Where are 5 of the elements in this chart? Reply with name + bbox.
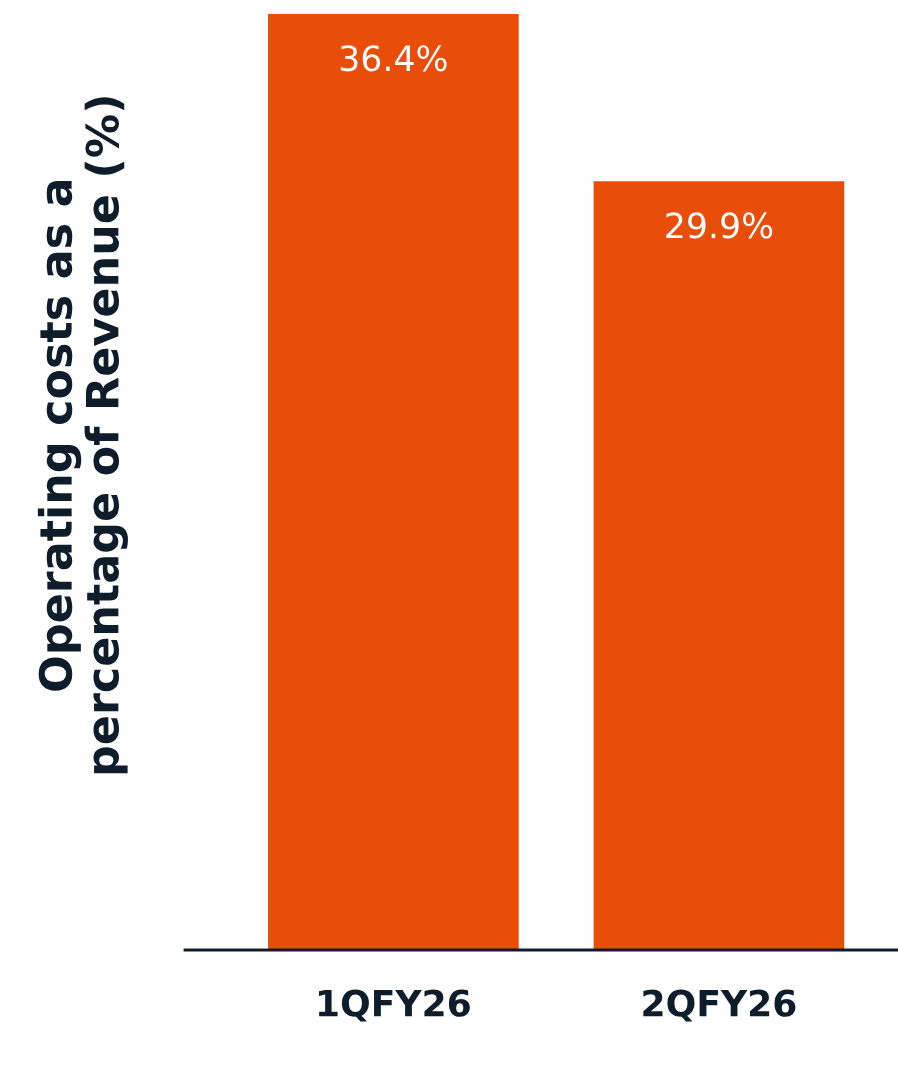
x-tick-label: 1QFY26 [318, 989, 470, 1022]
y-axis-title: Operating costs as a percentage of Revenue (%) [37, 97, 128, 774]
x-tick-label: 2QFY26 [643, 989, 796, 1022]
data-label: 29.9% [666, 212, 773, 239]
data-label: 36.4% [340, 45, 447, 72]
